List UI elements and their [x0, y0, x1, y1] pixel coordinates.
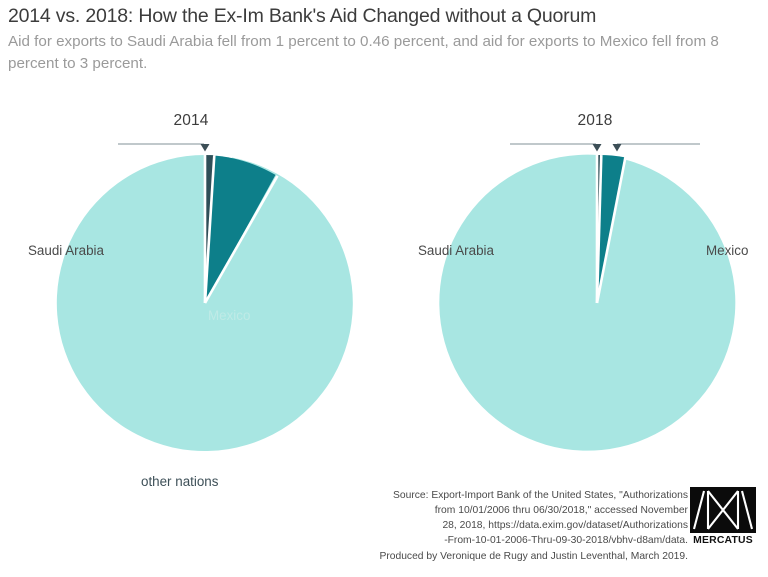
source-note: Source: Export-Import Bank of the United…	[358, 488, 688, 564]
mercatus-logo: MERCATUS	[690, 487, 760, 546]
pie-svg-2018	[439, 143, 736, 451]
pie-chart-2018: 2018 other natio	[384, 112, 768, 462]
page-title: 2014 vs. 2018: How the Ex-Im Bank's Aid …	[8, 5, 597, 27]
pie-label-mexico-2014: Mexico	[208, 308, 251, 323]
source-line: from 10/01/2006 thru 06/30/2018," access…	[434, 505, 688, 517]
annotation-label-saudi-arabia-2014: Saudi Arabia	[28, 243, 104, 258]
source-line: 28, 2018, https://data.exim.gov/dataset/…	[442, 520, 688, 532]
leader-line-saudi-2014	[118, 143, 210, 152]
pie-title-2014: 2014	[173, 112, 209, 129]
mercatus-wordmark: MERCATUS	[693, 535, 753, 546]
mercatus-logo-icon	[690, 487, 756, 533]
annotation-label-saudi-arabia-2018: Saudi Arabia	[418, 243, 494, 258]
pie-title-2018: 2018	[577, 112, 613, 129]
pie-slice-mexico-2014[interactable]	[205, 155, 276, 303]
pie-svg-2014	[56, 143, 353, 451]
chart-header: 2014 vs. 2018: How the Ex-Im Bank's Aid …	[8, 4, 760, 75]
leader-line-mexico-2018	[612, 143, 700, 152]
pie-label-other-nations-2014: other nations	[141, 474, 219, 489]
chart-footer: Source: Export-Import Bank of the United…	[0, 486, 768, 577]
pie-chart-2014: 2014 Mexico other nations	[0, 112, 384, 489]
leader-line-saudi-2018	[510, 143, 602, 152]
pie-slice-other-2018[interactable]	[439, 154, 736, 451]
source-line: Source: Export-Import Bank of the United…	[393, 490, 688, 501]
source-line: -From-10-01-2006-Thru-09-30-2018/vbhv-d8…	[444, 535, 688, 547]
pie-slice-separators-2014	[203, 155, 279, 304]
pie-slice-separators-2018	[595, 155, 627, 304]
annotation-label-mexico-2018: Mexico	[706, 243, 749, 258]
charts-container: 2014 Mexico other nations 2018	[0, 112, 768, 489]
source-line: Produced by Veronique de Rugy and Justin…	[379, 550, 688, 562]
page-subtitle: Aid for exports to Saudi Arabia fell fro…	[8, 33, 719, 72]
